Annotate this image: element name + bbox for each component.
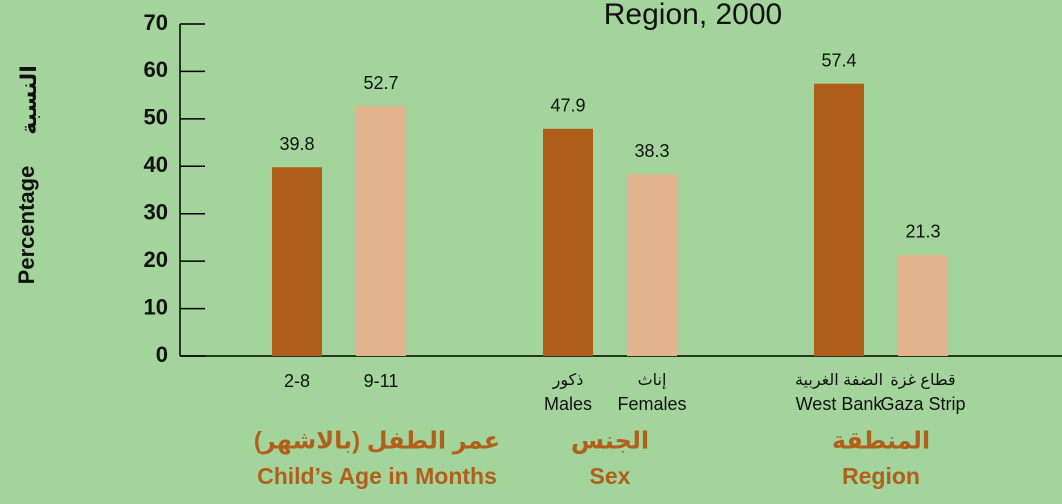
chart-title: Region, 2000 xyxy=(604,0,782,31)
group-label-ar: المنطقة xyxy=(832,427,930,454)
x-tick-label-ar: إناث xyxy=(638,372,667,389)
x-tick-label: 9-11 xyxy=(364,371,399,391)
y-tick-label: 10 xyxy=(144,294,168,319)
group-label-ar: الجنس xyxy=(571,427,649,454)
bar xyxy=(627,174,677,356)
x-tick-label-ar: قطاع غزة xyxy=(890,372,955,390)
value-label: 52.7 xyxy=(363,73,398,93)
y-tick-label: 60 xyxy=(144,57,168,82)
x-tick-label: Females xyxy=(617,394,686,414)
value-label: 38.3 xyxy=(634,141,669,161)
value-label: 21.3 xyxy=(905,222,940,242)
group-label: Sex xyxy=(590,463,631,489)
bar xyxy=(898,254,948,356)
y-tick-label: 50 xyxy=(144,105,168,130)
x-tick-label-ar: الضفة الغربية xyxy=(795,372,883,390)
y-tick-label: 70 xyxy=(144,10,168,35)
x-tick-label: West Bank xyxy=(796,394,884,414)
value-label: 39.8 xyxy=(279,134,314,154)
x-tick-label-ar: ذكور xyxy=(552,372,584,390)
value-label: 47.9 xyxy=(550,96,585,116)
y-axis-title-ar: النسبة xyxy=(16,65,41,135)
x-tick-label: Males xyxy=(544,394,592,414)
bar xyxy=(272,167,322,356)
group-label: Region xyxy=(842,463,920,489)
y-tick-label: 40 xyxy=(144,152,168,177)
y-tick-label: 20 xyxy=(144,247,168,272)
group-label-ar: عمر الطفل (بالاشهر) xyxy=(254,427,500,454)
y-tick-label: 30 xyxy=(144,200,168,225)
bar xyxy=(543,128,593,356)
bar xyxy=(814,83,864,356)
x-tick-label: 2-8 xyxy=(284,371,310,391)
bar xyxy=(356,106,406,357)
group-label: Child’s Age in Months xyxy=(257,463,497,489)
y-axis-title: Percentage xyxy=(14,166,39,285)
value-label: 57.4 xyxy=(821,51,856,71)
x-tick-label: Gaza Strip xyxy=(880,394,965,414)
y-tick-label: 0 xyxy=(156,342,168,367)
